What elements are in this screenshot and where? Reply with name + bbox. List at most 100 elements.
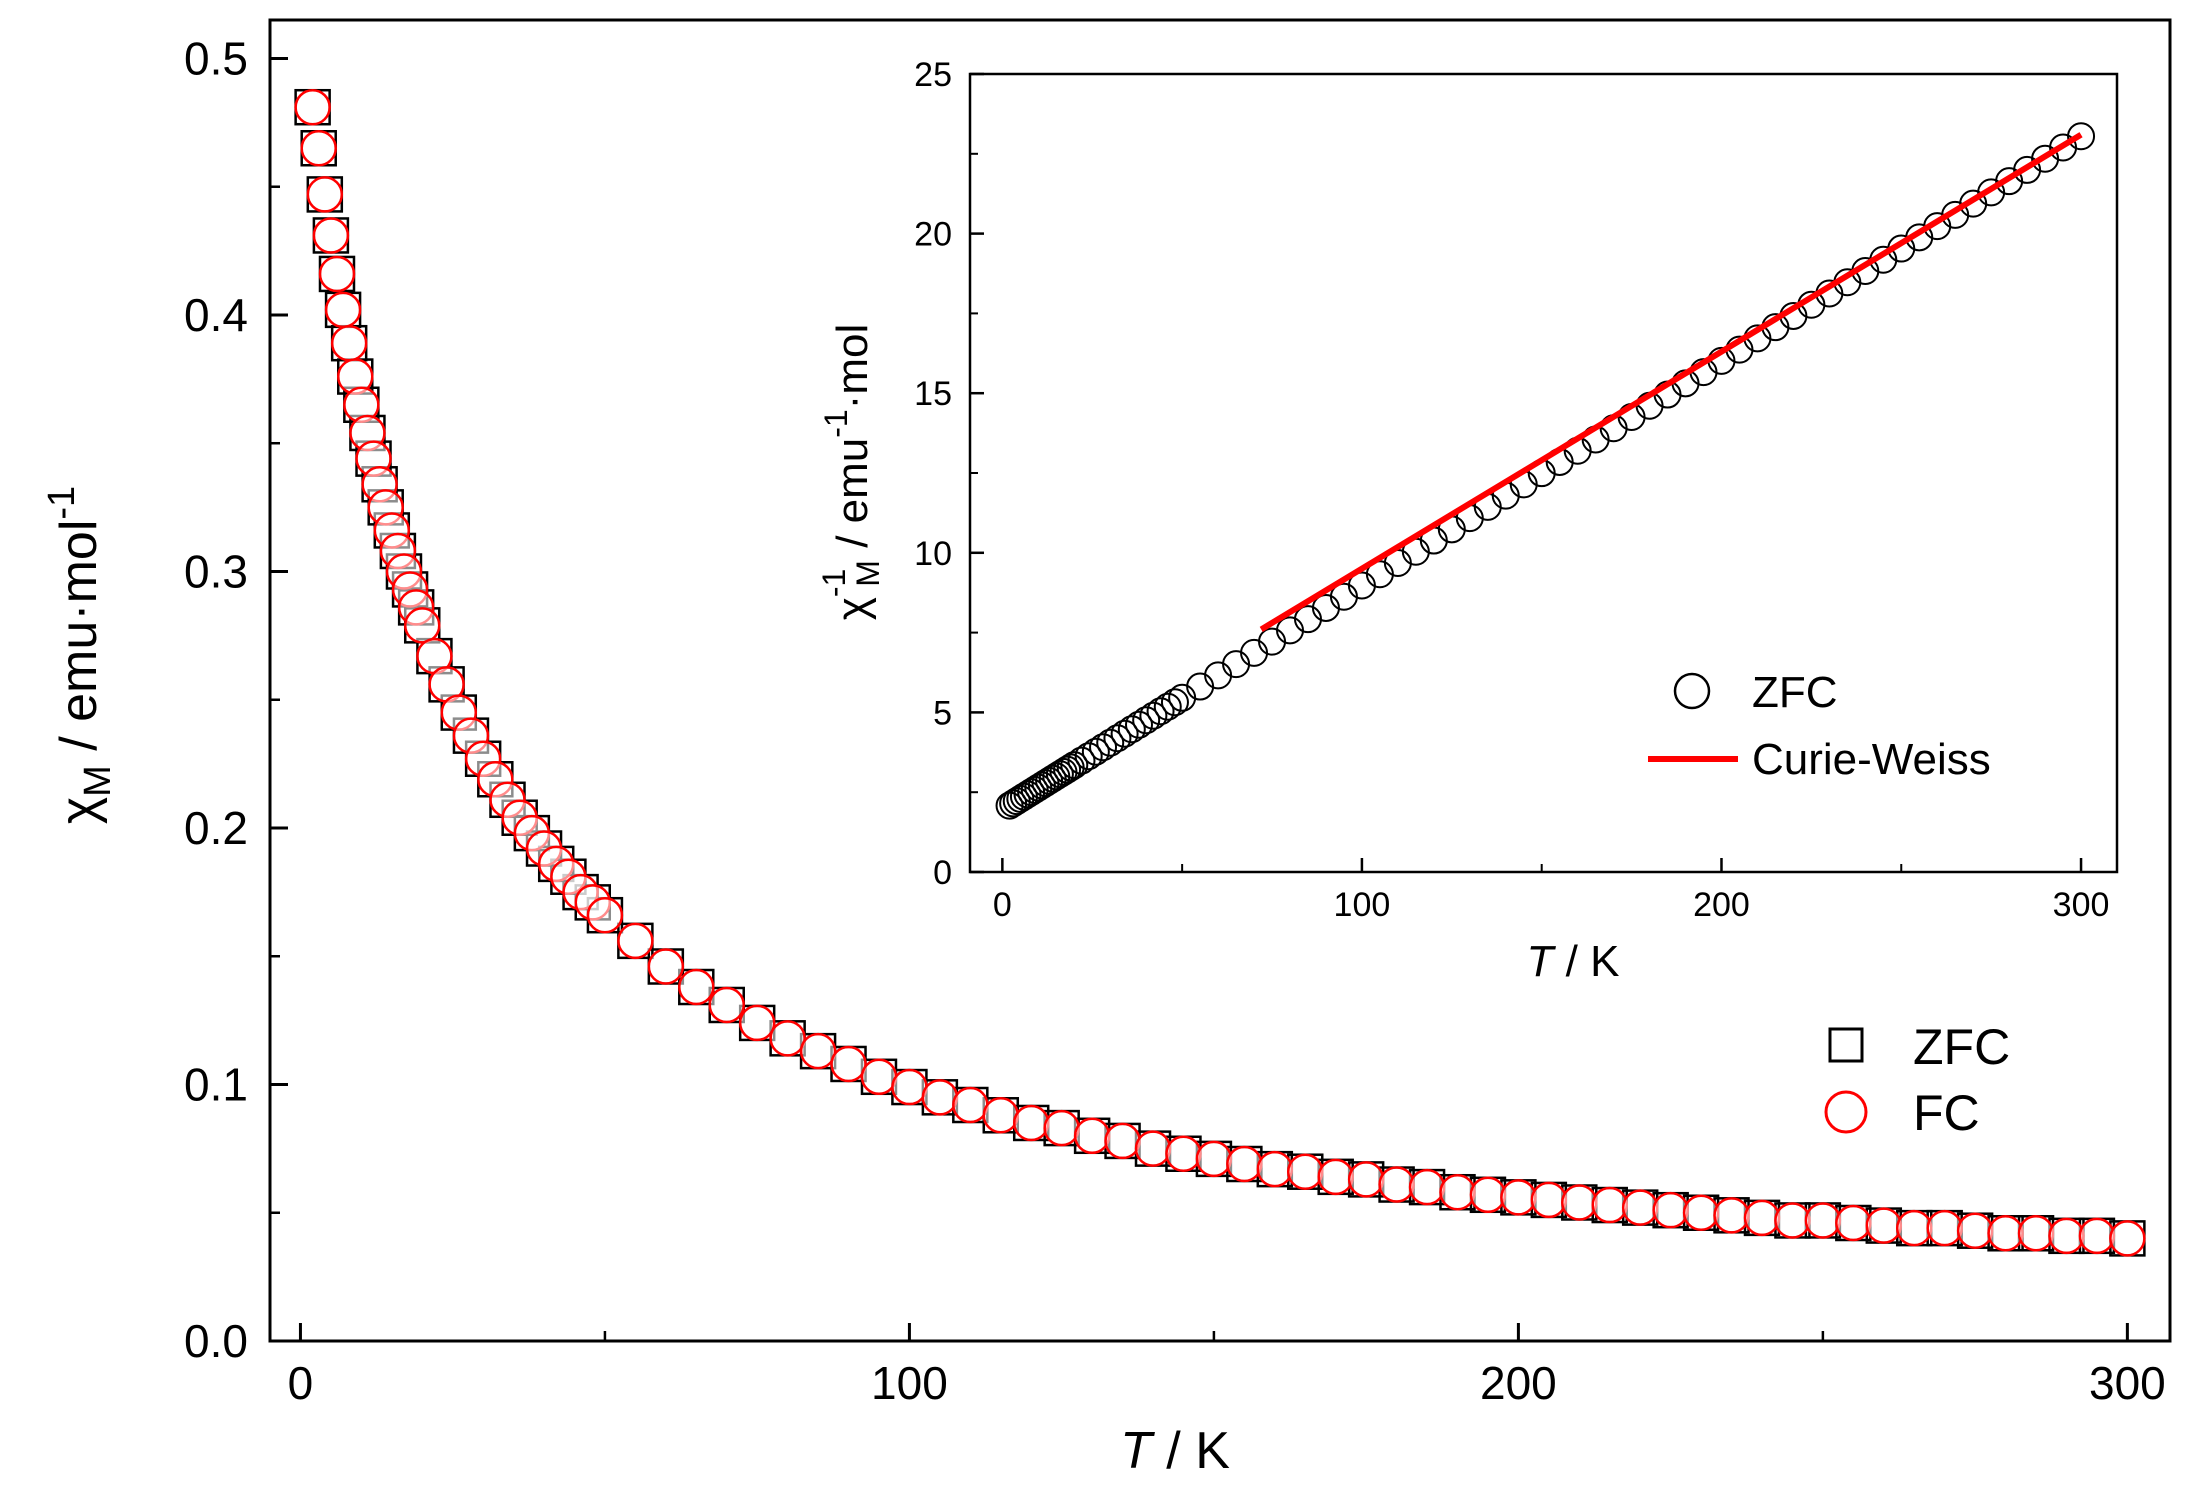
inset-x-tick-label: 100: [1334, 886, 1391, 924]
main-fc-point: [1591, 1186, 1628, 1224]
main-legend: ZFC FC: [1824, 1019, 2010, 1141]
main-fc-point: [1408, 1168, 1446, 1206]
main-fc-point: [1652, 1191, 1689, 1229]
main-y-tick-label: 0.4: [184, 289, 248, 341]
inset-zfc-point: [1074, 742, 1103, 771]
main-fc-point: [1987, 1215, 2024, 1252]
inset-zfc-point: [2067, 122, 2096, 151]
main-fc-point: [708, 986, 745, 1024]
legend-fc-circle-marker: [1824, 1090, 1868, 1134]
main-fc-point: [1317, 1158, 1354, 1196]
main-fc-point: [1561, 1184, 1598, 1221]
main-fc-point: [1865, 1207, 1903, 1244]
main-fc-point: [1621, 1189, 1659, 1226]
main-y-axis-title: χM / emu·mol-1: [41, 486, 119, 824]
main-fc-point: [678, 968, 715, 1006]
main-fc-point: [403, 607, 441, 644]
main-fc-point: [1500, 1179, 1537, 1216]
inset-zfc-point: [1089, 733, 1118, 762]
inset-y-tick-label: 5: [933, 694, 952, 732]
inset-zfc-point: [1096, 728, 1125, 757]
inset-x-tick-label: 0: [993, 886, 1012, 924]
inset-y-tick-label: 20: [914, 216, 952, 254]
main-fc-point: [1895, 1209, 1933, 1247]
main-fc-point: [1226, 1145, 1263, 1183]
inset-zfc-point: [1103, 724, 1132, 753]
main-fc-point: [1165, 1135, 1202, 1173]
main-fc-point: [1743, 1199, 1781, 1237]
main-fc-point: [1043, 1109, 1080, 1147]
main-fc-point: [1804, 1202, 1842, 1239]
main-x-tick-label: 200: [1480, 1357, 1557, 1409]
main-fc-point: [2109, 1220, 2146, 1257]
main-fc-point: [2078, 1217, 2116, 1255]
inset-x-axis-title: T / K: [1527, 937, 1620, 986]
inset-y-tick-label: 25: [914, 56, 952, 94]
main-y-tick-label: 0.0: [184, 1315, 248, 1367]
inset-x-tick-label: 300: [2053, 886, 2110, 924]
legend-fc-label: FC: [1913, 1085, 1980, 1141]
main-fc-point: [891, 1068, 928, 1106]
main-fc-point: [1073, 1117, 1111, 1155]
main-y-tick-label: 0.2: [184, 802, 248, 854]
main-fc-point: [312, 217, 350, 254]
main-fc-point: [647, 948, 685, 985]
main-fc-point: [300, 130, 337, 167]
main-fc-point: [1956, 1212, 1994, 1249]
inset-legend-zfc-label: ZFC: [1752, 668, 1838, 717]
main-fc-point: [982, 1097, 1020, 1134]
inset-legend-zfc-circle-marker: [1673, 672, 1711, 710]
main-fc-point: [799, 1032, 837, 1070]
inset-y-axis-title: χ-1M / emu-1·mol: [816, 324, 886, 621]
main-fc-point: [1256, 1150, 1294, 1188]
main-fc-point: [1104, 1122, 1141, 1160]
main-x-tick-label: 300: [2089, 1357, 2166, 1409]
main-y-tick-label: 0.1: [184, 1058, 248, 1110]
main-y-tick-label: 0.3: [184, 545, 248, 597]
inset-curie-weiss-line: [1259, 132, 2083, 632]
main-fc-point: [306, 176, 344, 213]
main-fc-point: [769, 1020, 806, 1057]
inset-zfc-point: [1081, 737, 1110, 766]
main-fc-point: [2017, 1215, 2055, 1252]
main-fc-point: [1012, 1104, 1050, 1142]
main-fc-point: [294, 88, 331, 126]
main-fc-point: [1347, 1161, 1385, 1198]
inset-legend-curie-weiss-label: Curie-Weiss: [1752, 735, 1991, 784]
main-fc-point: [1835, 1204, 1872, 1242]
main-fc-point: [1682, 1194, 1720, 1231]
inset-zfc-point: [1053, 755, 1082, 784]
main-plot-frame: [268, 18, 2172, 1343]
main-fc-point: [1439, 1173, 1476, 1211]
inset-zfc-point: [1117, 715, 1146, 744]
inset-zfc-point: [1067, 746, 1096, 775]
main-fc-point: [1530, 1181, 1568, 1219]
main-fc-point: [2048, 1217, 2085, 1255]
main-fc-point: [921, 1079, 959, 1116]
inset-legend: ZFC Curie-Weiss: [1648, 668, 1991, 784]
inset-x-tick-label: 200: [1693, 886, 1750, 924]
legend-zfc-square-marker: [1828, 1027, 1864, 1063]
main-fc-point: [318, 255, 356, 293]
main-fc-point: [1195, 1140, 1233, 1178]
main-fc-point: [952, 1086, 989, 1124]
inset-zfc-point: [1146, 697, 1175, 726]
inset-zfc-point: [1060, 751, 1089, 780]
main-fc-point: [1469, 1176, 1507, 1214]
inset-y-tick-label: 15: [914, 375, 952, 413]
main-fc-point: [1774, 1202, 1811, 1239]
legend-zfc-label: ZFC: [1913, 1019, 2010, 1075]
inset-zfc-point: [1139, 701, 1168, 730]
main-fc-point: [324, 291, 362, 329]
inset-zfc-point: [1110, 719, 1139, 748]
main-fc-point: [738, 1004, 776, 1042]
main-fc-point: [1378, 1166, 1415, 1203]
inset-zfc-point: [1153, 692, 1182, 721]
main-x-tick-label: 0: [288, 1357, 314, 1409]
main-fc-point: [330, 324, 368, 362]
main-series-layer: [294, 88, 2146, 1257]
inset-axes: 0 100 200 300 0 5 10 15 20 25: [914, 56, 2119, 924]
inset-zfc-point: [1132, 706, 1161, 735]
main-fc-point: [1287, 1153, 1324, 1190]
